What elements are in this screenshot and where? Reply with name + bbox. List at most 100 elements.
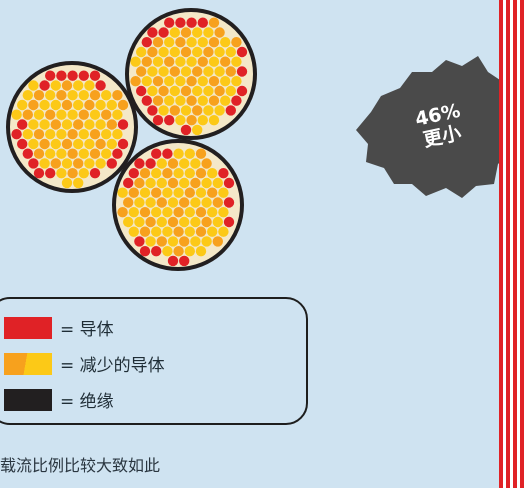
strand — [147, 66, 158, 77]
strand — [39, 80, 50, 91]
strand — [162, 207, 173, 218]
strand — [192, 27, 203, 38]
strand — [141, 56, 152, 67]
strand — [195, 246, 207, 257]
legend: = 导体 = 减少的导体 = 绝缘 — [0, 297, 308, 425]
strand — [73, 177, 84, 189]
strand — [22, 109, 33, 120]
strand — [128, 187, 139, 198]
strand — [169, 105, 180, 116]
strand — [175, 37, 186, 48]
strand — [50, 138, 61, 150]
strand — [167, 216, 179, 228]
strand — [186, 76, 197, 87]
strand — [223, 177, 235, 189]
strand — [73, 138, 84, 150]
strand — [95, 99, 106, 111]
strand — [45, 168, 56, 179]
strand — [89, 148, 101, 159]
legend-item-reduced-conductor: = 减少的导体 — [4, 351, 165, 376]
strand — [136, 66, 147, 77]
strand — [208, 17, 220, 28]
legend-label-insulation: = 绝缘 — [60, 392, 114, 412]
strand — [145, 236, 156, 247]
strand — [45, 90, 56, 101]
strand — [201, 216, 212, 228]
strand — [67, 168, 78, 179]
strand — [130, 56, 141, 67]
strand — [203, 105, 214, 116]
strand — [61, 177, 73, 189]
caption: 载流比例比较大致如此 — [0, 456, 161, 475]
strand — [78, 168, 90, 179]
strand — [128, 207, 139, 218]
strand — [45, 129, 56, 140]
strand — [56, 70, 67, 81]
strand — [151, 246, 162, 257]
strand — [167, 158, 179, 169]
strand — [28, 99, 39, 111]
strand — [56, 168, 67, 179]
strand — [190, 158, 201, 169]
strand — [106, 119, 118, 130]
strand — [197, 37, 208, 48]
strand — [164, 17, 175, 28]
strand — [184, 207, 195, 218]
strand — [218, 187, 229, 198]
strand — [50, 80, 61, 91]
strand — [152, 95, 164, 106]
strand — [112, 129, 123, 140]
strand — [192, 85, 203, 97]
strand — [78, 70, 90, 81]
strand — [128, 168, 139, 179]
strand — [145, 216, 156, 228]
strand — [192, 66, 203, 77]
strand — [186, 95, 197, 106]
strand — [101, 148, 112, 159]
strand — [214, 46, 225, 58]
strand — [195, 148, 207, 159]
strand — [145, 177, 156, 189]
strand — [84, 158, 95, 169]
strand — [203, 85, 214, 97]
strand — [169, 46, 180, 58]
strand — [179, 216, 190, 228]
strand — [214, 66, 225, 77]
strand — [184, 246, 195, 257]
strand — [179, 197, 190, 208]
strand — [134, 236, 145, 247]
strand — [190, 197, 201, 208]
strand — [151, 226, 162, 237]
strand — [225, 85, 236, 97]
strand — [22, 90, 33, 101]
strand — [156, 236, 167, 247]
strand — [236, 66, 248, 77]
strand — [139, 226, 151, 237]
strand — [220, 56, 231, 67]
strand — [56, 90, 67, 101]
strand — [56, 109, 67, 120]
strand — [197, 56, 208, 67]
strand — [190, 177, 201, 189]
strand — [207, 187, 218, 198]
strand — [186, 37, 197, 48]
strand — [186, 56, 197, 67]
strand — [112, 148, 123, 159]
strand — [78, 129, 90, 140]
strand — [139, 187, 151, 198]
strand — [84, 138, 95, 150]
strand — [173, 246, 184, 257]
strand — [218, 168, 229, 179]
strand — [39, 119, 50, 130]
strand — [123, 216, 134, 228]
strand — [152, 37, 164, 48]
strand — [117, 99, 129, 111]
strand — [56, 148, 67, 159]
strand — [84, 119, 95, 130]
strand — [33, 148, 45, 159]
strand — [180, 66, 192, 77]
strand — [195, 187, 207, 198]
strand — [218, 207, 229, 218]
strand — [197, 115, 208, 126]
strand — [106, 99, 118, 111]
